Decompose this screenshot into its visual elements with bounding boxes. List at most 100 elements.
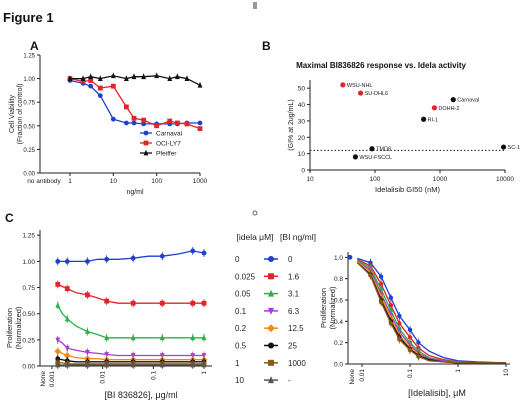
- panel-label-a: A: [30, 39, 39, 53]
- data-point-a: [67, 75, 73, 81]
- y-axis-label-b: (GI% at 2ug/mL): [288, 99, 295, 150]
- legend-bi-value: 25: [288, 342, 297, 351]
- data-point-c-left: [85, 328, 90, 334]
- data-point-c-right: [407, 327, 413, 333]
- legend-header-idela: [idela μM]: [236, 232, 273, 242]
- legend-idela-value: 0.5: [235, 342, 247, 351]
- x-tick-label-a: 1000: [193, 178, 208, 185]
- y-tick-label-b: 10: [298, 151, 306, 158]
- y-tick-label-a: 0.00: [23, 172, 35, 178]
- data-point-c-left: [64, 345, 70, 352]
- x-tick-label-none-c-left: None: [40, 371, 47, 387]
- data-point-a: [141, 117, 147, 123]
- x-axis-label-c-right: [Idelalisib], μM: [408, 388, 466, 398]
- data-point-c-left: [104, 352, 110, 358]
- data-point-c-left: [64, 286, 70, 291]
- y-tick-label-b: 40: [298, 102, 306, 109]
- data-point-c-left: [201, 250, 207, 256]
- legend-idela-value: 1: [235, 359, 240, 368]
- data-point-c-left: [63, 352, 71, 359]
- y-tick-label-c-right: 0.0: [334, 362, 343, 369]
- legend-idela-value: 0.2: [235, 324, 247, 333]
- y-tick-label-b: 20: [298, 135, 306, 142]
- legend-idela-value: 0.1: [235, 307, 247, 316]
- legend-marker-a: [143, 140, 149, 146]
- x-tick-label-b: 1000: [433, 176, 448, 183]
- data-point-c-right: [388, 295, 394, 301]
- y-tick-label-b: 0: [301, 168, 305, 175]
- x-tick-label-c-left: 0.001: [49, 371, 56, 388]
- data-point-c-left: [190, 334, 196, 341]
- point-label-b: SU-DHL6: [365, 91, 389, 97]
- legend-marker-c: [268, 289, 274, 297]
- legend-bi-value: 1.6: [288, 272, 300, 281]
- y-tick-label-a: 0.75: [23, 101, 35, 107]
- data-point-c-left: [159, 253, 165, 259]
- scatter-point-b: [450, 97, 456, 103]
- marker-glyph-top: [253, 2, 257, 9]
- data-point-c-left: [130, 300, 136, 306]
- legend-marker-c: [268, 376, 274, 384]
- legend-label-a: Pfeiffer: [156, 151, 177, 158]
- data-point-a: [141, 121, 147, 127]
- point-label-b: TMD8: [376, 147, 391, 153]
- data-point-a: [97, 75, 103, 81]
- data-point-c-left: [201, 300, 207, 306]
- point-label-b: WSU-NHL: [347, 83, 373, 89]
- scatter-point-b: [369, 146, 375, 152]
- data-point-c-left: [64, 315, 70, 322]
- data-point-a: [167, 75, 173, 81]
- data-point-c-left: [85, 350, 90, 356]
- data-point-a: [131, 115, 137, 121]
- point-label-b: SC-1: [508, 145, 520, 151]
- scatter-point-b: [352, 154, 359, 160]
- data-point-c-left: [55, 356, 61, 362]
- y-tick-label-c-left: 1.00: [22, 259, 35, 266]
- data-point-c-left: [54, 347, 62, 355]
- data-point-c-left: [104, 361, 110, 368]
- data-point-c-right: [388, 321, 394, 326]
- data-point-a: [88, 83, 94, 89]
- legend-marker-c: [268, 256, 274, 262]
- data-point-c-left: [55, 337, 61, 344]
- legend-bi-value: 3.1: [288, 290, 300, 299]
- x-tick-label-c-left: 0.01: [100, 371, 107, 384]
- series-line-c-right: [356, 259, 506, 364]
- x-tick-label-none-c-right: None: [349, 369, 356, 385]
- data-point-a: [110, 72, 116, 79]
- y-tick-label-a: 0.25: [23, 148, 35, 154]
- data-point-c-left: [64, 258, 70, 264]
- legend-marker-c: [268, 342, 274, 349]
- legend-bi-value: -: [288, 376, 291, 385]
- y-tick-label-c-right: 1.0: [334, 255, 343, 262]
- data-point-c-right: [407, 335, 413, 340]
- x-axis-label-b: Idelalisib GI50 (nM): [375, 185, 441, 194]
- data-point-c-left: [104, 256, 110, 262]
- x-axis-label-a: ng/ml: [126, 189, 144, 196]
- legend-bi-value: 12.5: [288, 324, 304, 333]
- x-tick-label-c-right: 10: [503, 369, 510, 377]
- y-tick-label-a: 0.50: [23, 124, 35, 130]
- legend-marker-a: [143, 149, 149, 156]
- data-point-a: [167, 118, 173, 124]
- data-point-a: [123, 104, 129, 110]
- data-point-c-left: [190, 361, 196, 368]
- point-label-b: DOHH-2: [438, 106, 459, 112]
- data-point-c-left: [55, 258, 61, 264]
- data-point-a: [88, 73, 94, 80]
- data-point-a: [123, 75, 129, 81]
- chart-c-left: 0.00 0.25 0.50 0.75 1.00 1.25 0.001 0.01 0.1 1 Non…: [5, 230, 212, 400]
- y-tick-label-c-left: 0.75: [22, 285, 35, 292]
- data-point-c-left: [130, 255, 136, 261]
- data-point-c-left: [201, 334, 207, 341]
- marker-glyph-mid: [252, 210, 258, 216]
- legend-idela-value: 0.05: [235, 290, 251, 299]
- data-point-c-left: [159, 361, 165, 368]
- y-axis-label-c-right: Proliferation: [319, 288, 328, 328]
- x-tick-label-b: 10: [306, 176, 314, 183]
- scatter-point-b: [340, 82, 346, 88]
- legend-marker-c: [268, 273, 274, 280]
- legend-bi-value: 0: [288, 255, 293, 264]
- data-point-c-right: [397, 321, 402, 326]
